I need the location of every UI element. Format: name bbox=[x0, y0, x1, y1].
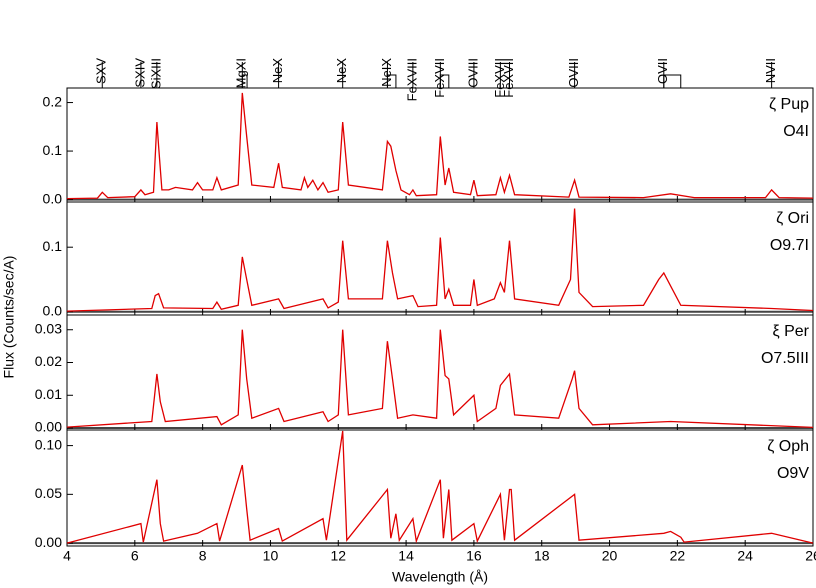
line-id-label: NeX bbox=[334, 58, 349, 84]
spectral-type: O4I bbox=[783, 123, 809, 140]
y-tick-label: 0.03 bbox=[35, 320, 62, 336]
x-tick-label: 18 bbox=[534, 548, 550, 564]
panel-frame bbox=[66, 201, 814, 316]
spectral-type: O7.5III bbox=[761, 350, 809, 367]
y-tick-label: 0.05 bbox=[35, 485, 62, 501]
x-tick-label: 10 bbox=[263, 548, 279, 564]
line-id-label: FeXVII bbox=[501, 58, 516, 98]
spectrum-line bbox=[66, 329, 814, 429]
y-tick-label: 0.00 bbox=[35, 419, 62, 435]
line-id-label: MgXI bbox=[234, 58, 249, 88]
x-tick-label: 20 bbox=[602, 548, 618, 564]
y-tick-label: 0.1 bbox=[43, 238, 63, 254]
y-tick-label: 0.0 bbox=[43, 302, 63, 318]
line-id-label: OVIII bbox=[465, 58, 480, 88]
y-tick-label: 0.00 bbox=[35, 534, 62, 550]
line-id-label: OVIII bbox=[566, 58, 581, 88]
line-id-label: NeX bbox=[270, 58, 285, 84]
x-tick-label: 26 bbox=[805, 548, 816, 564]
y-tick-label: 0.0 bbox=[43, 190, 63, 206]
line-id-label: NeIX bbox=[379, 58, 394, 87]
star-label: ζ Oph bbox=[767, 438, 809, 455]
x-tick-label: 6 bbox=[131, 548, 139, 564]
line-id-label: NVII bbox=[763, 58, 778, 83]
y-tick-label: 0.02 bbox=[35, 353, 62, 369]
x-tick-label: 8 bbox=[199, 548, 207, 564]
x-tick-label: 14 bbox=[398, 548, 414, 564]
y-tick-label: 0.01 bbox=[35, 386, 62, 402]
line-id-label: FeXVII bbox=[432, 58, 447, 98]
spectral-type: O9.7I bbox=[770, 237, 809, 254]
panel-frame bbox=[66, 429, 814, 547]
spectrum-line bbox=[66, 208, 814, 312]
y-tick-label: 0.2 bbox=[43, 93, 63, 109]
spectrum-line bbox=[66, 92, 814, 200]
spectrum-line bbox=[66, 430, 814, 544]
line-id-label: SXIV bbox=[132, 58, 147, 88]
star-label: ζ Pup bbox=[769, 96, 809, 113]
line-id-label: OVII bbox=[655, 58, 670, 84]
x-tick-label: 16 bbox=[466, 548, 482, 564]
x-tick-label: 22 bbox=[670, 548, 686, 564]
x-tick-label: 24 bbox=[737, 548, 753, 564]
x-tick-label: 12 bbox=[330, 548, 346, 564]
y-axis-label: Flux (Counts/sec/A) bbox=[1, 256, 17, 379]
star-label: ξ Per bbox=[772, 323, 809, 340]
y-tick-label: 0.1 bbox=[43, 142, 63, 158]
y-tick-label: 0.10 bbox=[35, 436, 62, 452]
line-id-label: FeXVIII bbox=[404, 58, 419, 101]
x-tick-label: 4 bbox=[63, 548, 71, 564]
star-label: ζ Ori bbox=[776, 210, 809, 227]
line-id-label: SXV bbox=[94, 58, 109, 84]
x-axis-label: Wavelength (Å) bbox=[392, 569, 488, 585]
spectral-type: O9V bbox=[777, 465, 809, 482]
line-id-label: SiXIII bbox=[148, 58, 163, 89]
